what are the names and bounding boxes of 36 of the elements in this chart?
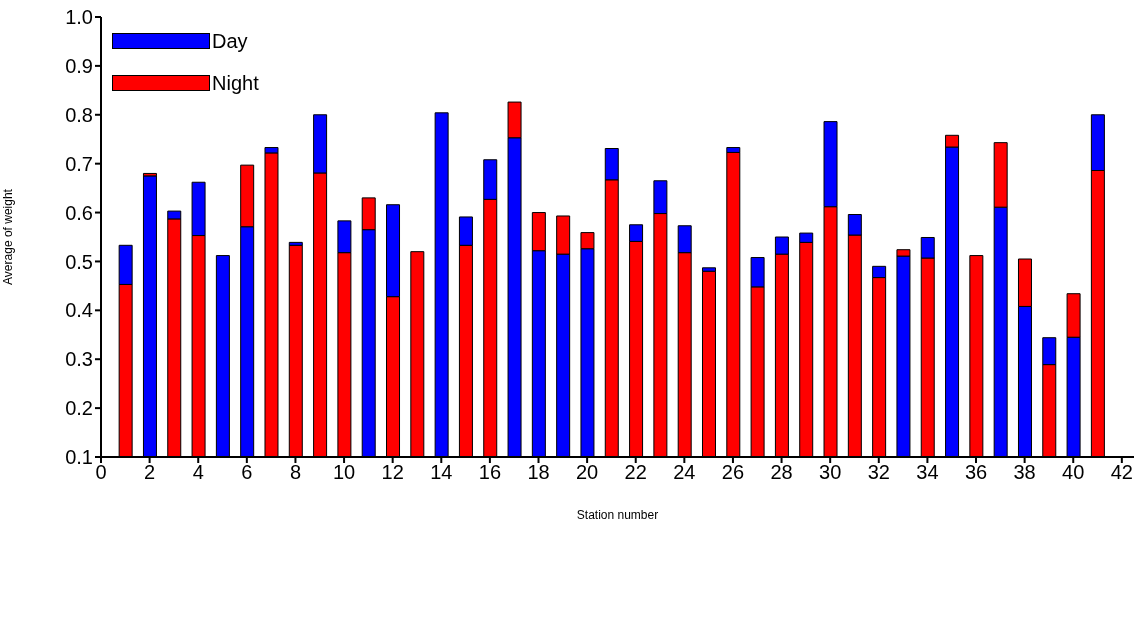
x-tick-label: 0 (95, 461, 107, 484)
y-tick-label: 0.5 (65, 250, 93, 273)
y-axis-title: Average of weight (1, 188, 16, 285)
x-tick-label: 20 (575, 461, 599, 484)
y-tick-label: 0.4 (65, 299, 93, 322)
x-tick-label: 26 (721, 461, 745, 484)
x-tick-label: 42 (1110, 461, 1133, 484)
x-tick-label: 30 (819, 461, 842, 484)
y-tick-label: 0.3 (65, 348, 93, 371)
x-tick-label: 2 (144, 461, 156, 484)
x-tick-label: 14 (430, 461, 453, 484)
x-tick-label: 32 (867, 461, 890, 484)
x-tick-label: 28 (770, 461, 793, 484)
x-tick-label: 4 (192, 461, 204, 484)
y-tick-label: 0.9 (65, 54, 93, 77)
y-tick-label: 0.1 (65, 446, 93, 469)
x-tick-label: 38 (1013, 461, 1036, 484)
x-tick-label: 34 (916, 461, 939, 484)
y-tick-label: 0.8 (65, 103, 93, 126)
x-tick-label: 40 (1062, 461, 1085, 484)
y-tick-label: 0.2 (65, 397, 93, 420)
x-tick-label: 10 (332, 461, 356, 484)
x-tick-label: 24 (673, 461, 696, 484)
x-tick-label: 16 (478, 461, 502, 484)
y-tick-label: 0.7 (65, 152, 93, 175)
x-tick-label: 18 (527, 461, 550, 484)
x-tick-label: 36 (964, 461, 988, 484)
x-axis-title: Station number (576, 508, 659, 522)
y-tick-label: 0.6 (65, 201, 93, 224)
x-tick-label: 6 (241, 461, 253, 484)
x-tick-label: 8 (289, 461, 302, 484)
x-tick-label: 12 (381, 461, 404, 484)
x-tick-label: 22 (624, 461, 647, 484)
y-tick-label: 1.0 (65, 6, 93, 29)
legend-label: Day (212, 29, 248, 53)
legend-label: Night (212, 71, 259, 95)
